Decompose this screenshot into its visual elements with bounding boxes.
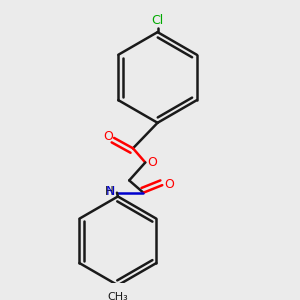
Text: CH₃: CH₃ <box>107 292 128 300</box>
Text: O: O <box>103 130 113 143</box>
Text: Cl: Cl <box>152 14 164 27</box>
Text: O: O <box>164 178 174 191</box>
Text: N: N <box>106 185 115 198</box>
Text: H: H <box>105 185 114 198</box>
Text: O: O <box>147 156 157 169</box>
